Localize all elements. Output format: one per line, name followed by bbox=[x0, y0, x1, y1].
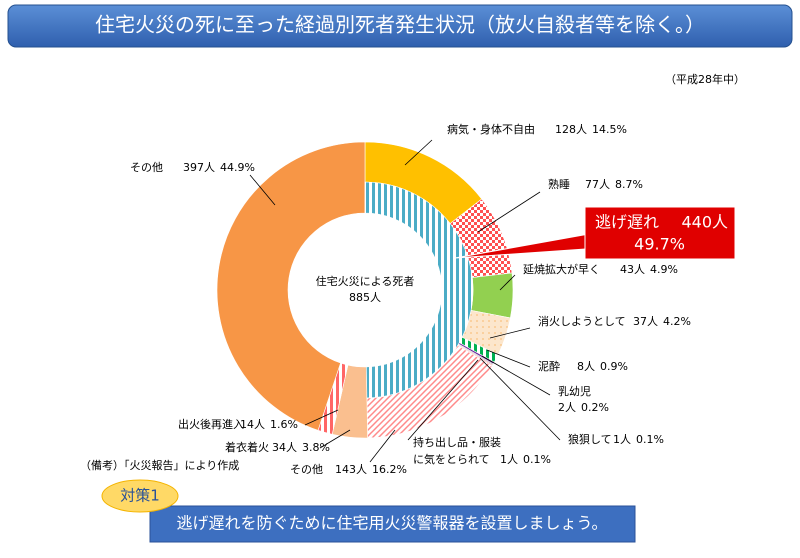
center-label: 住宅火災による死者 bbox=[316, 274, 415, 288]
value-label: 143人 bbox=[335, 463, 367, 476]
segment-label: 出火後再進入 bbox=[178, 417, 244, 431]
percent-label: 0.9% bbox=[600, 360, 628, 373]
percent-label: 16.2% bbox=[372, 463, 407, 476]
leader-line bbox=[319, 429, 351, 449]
badge-text: 対策1 bbox=[120, 487, 160, 505]
percent-label: 4.2% bbox=[663, 315, 691, 328]
segment-label: 消火しようとして bbox=[538, 314, 626, 328]
segment bbox=[216, 141, 366, 431]
value-label: 397人 bbox=[183, 161, 215, 174]
percent-label: 14.5% bbox=[592, 123, 627, 136]
segment-label: その他 bbox=[130, 161, 163, 174]
period: （平成28年中） bbox=[665, 72, 745, 86]
segment-label: 持ち出し品・服装 bbox=[413, 435, 501, 449]
value-label: 37人 bbox=[633, 315, 658, 328]
segment-label: その他 bbox=[290, 463, 323, 476]
segment bbox=[470, 272, 514, 319]
segment-label: 着衣着火 bbox=[225, 440, 269, 454]
callout-percent: 49.7% bbox=[634, 235, 685, 254]
callout-value: 440人 bbox=[681, 213, 728, 232]
callout-box bbox=[584, 206, 736, 260]
percent-label: 0.1% bbox=[523, 453, 551, 466]
value-label: 14人 bbox=[240, 418, 265, 431]
header-box bbox=[7, 4, 793, 48]
center-value: 885人 bbox=[349, 291, 381, 304]
value-label: 8人 bbox=[577, 360, 595, 373]
leader-line bbox=[304, 409, 339, 426]
message: 逃げ遅れを防ぐために住宅用火災警報器を設置しましょう。 bbox=[176, 514, 607, 533]
percent-label: 1.6% bbox=[270, 418, 298, 431]
segment-label: 延焼拡大が早く bbox=[523, 262, 600, 276]
value-label: 1人 bbox=[613, 433, 631, 446]
leader-line bbox=[479, 357, 561, 441]
percent-label: 44.9% bbox=[220, 161, 255, 174]
percent-label: 4.9% bbox=[650, 263, 678, 276]
segment-label: 乳幼児 bbox=[558, 385, 591, 398]
value-label: 43人 bbox=[620, 263, 645, 276]
value-label: 2人 bbox=[558, 401, 576, 414]
segment-label: に気をとられて bbox=[413, 452, 490, 466]
message-box bbox=[149, 505, 636, 543]
percent-label: 0.1% bbox=[636, 433, 664, 446]
source: （備考）「火災報告」により作成 bbox=[80, 459, 239, 472]
badge bbox=[101, 479, 179, 513]
percent-label: 0.2% bbox=[581, 401, 609, 414]
title: 住宅火災の死に至った経過別死者発生状況（放火自殺者等を除く。） bbox=[95, 13, 705, 37]
leader-line bbox=[404, 139, 433, 166]
leader-line bbox=[489, 327, 531, 339]
percent-label: 8.7% bbox=[615, 178, 643, 191]
donut-chart: 住宅火災による死者 885人 病気・身体不自由 128人 14.5% 熟睡 77人 8.7% 延… bbox=[130, 122, 736, 476]
leader-line bbox=[499, 274, 516, 291]
leader-line bbox=[407, 359, 479, 441]
value-label: 1人 bbox=[500, 453, 518, 466]
segment-label: 病気・身体不自由 bbox=[447, 122, 535, 136]
inner-segment bbox=[364, 181, 474, 399]
leader-line bbox=[477, 191, 541, 233]
callout-name: 逃げ遅れ bbox=[595, 213, 659, 232]
leader-line bbox=[249, 174, 276, 206]
value-label: 34人 bbox=[272, 441, 297, 454]
percent-label: 3.8% bbox=[302, 441, 330, 454]
value-label: 77人 bbox=[585, 178, 610, 191]
segment-label: 狼狽して bbox=[568, 432, 612, 446]
leader-line bbox=[369, 429, 396, 463]
leader-line bbox=[486, 349, 531, 368]
value-label: 128人 bbox=[555, 123, 587, 136]
leader-line bbox=[481, 355, 551, 396]
segment-label: 熟睡 bbox=[548, 177, 570, 191]
segment-label: 泥酔 bbox=[538, 359, 560, 373]
